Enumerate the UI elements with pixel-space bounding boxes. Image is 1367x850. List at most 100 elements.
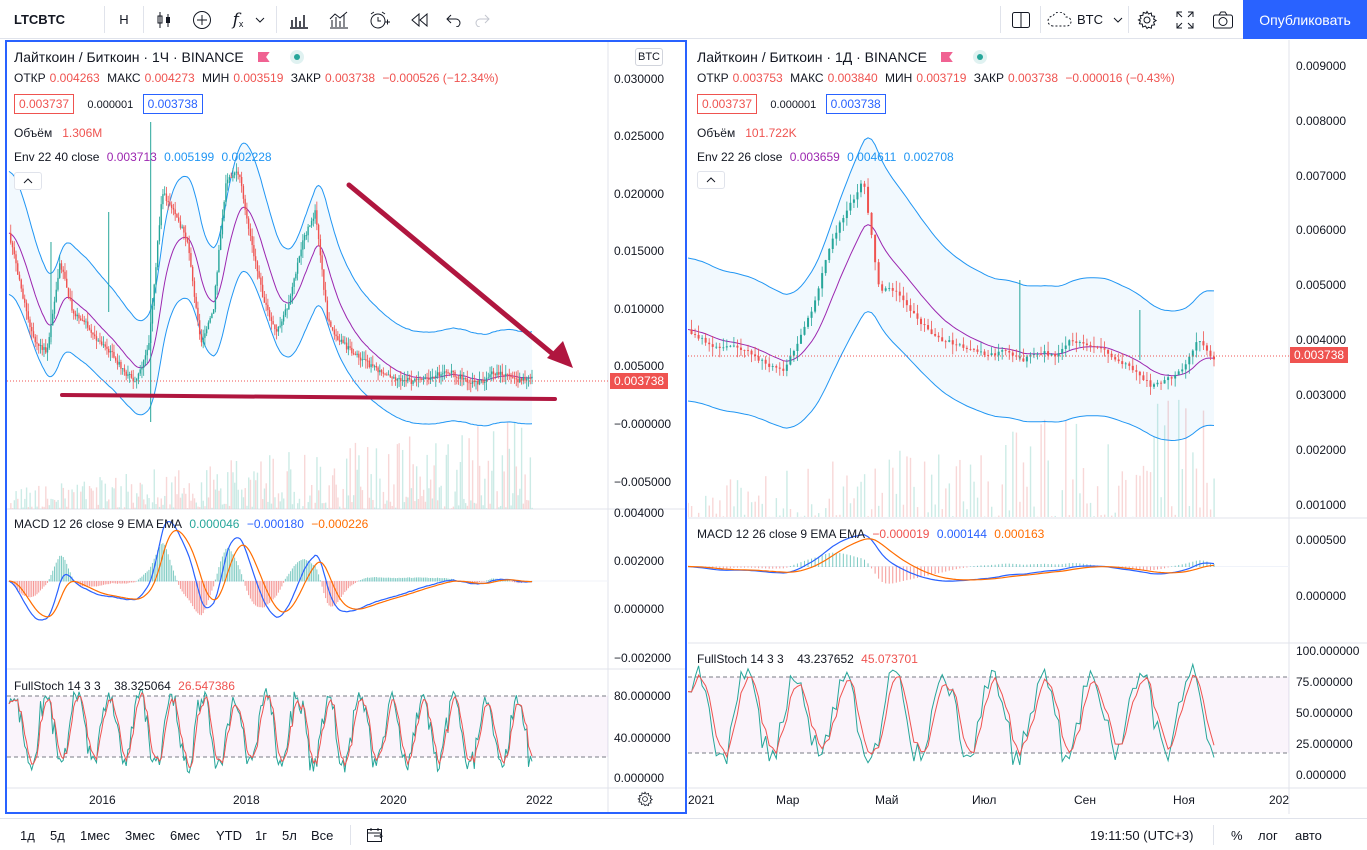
macd-histogram-bar [256, 581, 258, 607]
volume-bar [1033, 506, 1035, 517]
replay-icon[interactable] [402, 0, 436, 39]
macd-histogram-bar [384, 577, 386, 582]
collapse-legend-button[interactable] [697, 171, 725, 189]
macd-histogram-bar [24, 581, 26, 596]
range-1d[interactable]: 1д [20, 827, 35, 843]
volume-bar [750, 502, 753, 517]
buy-button[interactable]: 0.003738 [142, 94, 203, 114]
symbol-search-button[interactable]: LTCBTC [14, 12, 66, 27]
candle-body [494, 373, 496, 376]
macd-histogram-bar [832, 552, 834, 567]
save-layout-button[interactable]: BTC [1044, 0, 1126, 39]
range-all[interactable]: Все [311, 827, 334, 843]
volume-bar [1100, 515, 1102, 517]
stoch-k-line [8, 688, 533, 774]
templates-icon[interactable] [322, 0, 356, 39]
macd-histogram-bar [221, 556, 223, 582]
candle-body [340, 339, 343, 342]
candle-body [778, 367, 781, 369]
scale-settings-gear-icon[interactable] [637, 791, 654, 812]
volume-bar [291, 504, 294, 509]
candle-body [708, 342, 711, 345]
volume-bar [1061, 490, 1064, 517]
macd-histogram-bar [410, 577, 412, 582]
undo-icon[interactable] [440, 0, 468, 39]
macd-histogram-bar [515, 581, 517, 583]
sell-button[interactable]: 0.003737 [14, 94, 75, 114]
clock[interactable]: 19:11:50 (UTC+3) [1090, 827, 1194, 843]
interval-button[interactable]: H [119, 12, 129, 27]
candle-body [326, 300, 329, 319]
volume-bar [81, 486, 84, 509]
layout-icon[interactable] [1006, 0, 1036, 39]
left-chart-canvas[interactable] [7, 42, 685, 812]
chart-pane-left[interactable]: Лайткоин / Биткоин · 1Ч · BINANCE ОТКР 0.… [5, 40, 687, 814]
macd-histogram-bar [743, 566, 745, 568]
candle-body [435, 375, 437, 379]
settings-gear-icon[interactable] [1132, 0, 1162, 39]
right-price-tick: 0.004000 [1296, 333, 1347, 347]
redo-icon[interactable] [468, 0, 496, 39]
fullscreen-icon[interactable] [1170, 0, 1200, 39]
macd-histogram-bar [171, 565, 173, 582]
macd-histogram-bar [1044, 563, 1046, 567]
range-1y[interactable]: 1г [255, 827, 267, 843]
volume-bar [10, 503, 12, 509]
macd-histogram-bar [347, 581, 349, 589]
candle-body [400, 378, 402, 382]
macd-histogram-bar [1132, 566, 1134, 570]
candle-body [1213, 356, 1215, 360]
macd-histogram-bar [183, 581, 185, 595]
right-chart-canvas[interactable] [688, 40, 1367, 814]
volume-bar [1096, 486, 1099, 517]
camera-icon[interactable] [1208, 0, 1238, 39]
sell-button[interactable]: 0.003737 [697, 94, 758, 114]
volume-bar [272, 458, 274, 509]
macd-histogram-bar [333, 581, 335, 606]
range-ytd[interactable]: YTD [216, 827, 242, 843]
chart-pane-right[interactable]: Лайткоин / Биткоин · 1Д · BINANCE ОТКР 0.… [688, 40, 1367, 814]
financials-icon[interactable] [282, 0, 316, 39]
volume-bar [344, 507, 346, 509]
log-scale-toggle[interactable]: лог [1258, 827, 1278, 843]
candle-body [125, 371, 127, 376]
range-5y[interactable]: 5л [282, 827, 297, 843]
range-3m[interactable]: 3мес [125, 827, 155, 843]
macd-histogram-bar [1181, 564, 1183, 567]
goto-date-icon[interactable] [366, 819, 384, 850]
range-1m[interactable]: 1мес [80, 827, 110, 843]
candle-body [690, 329, 693, 335]
volume-bar [729, 479, 732, 517]
flag-icon[interactable] [940, 52, 953, 62]
macd-histogram-bar [181, 581, 183, 592]
candle-body [1156, 382, 1159, 385]
macd-histogram-bar [277, 581, 279, 593]
macd-histogram-bar [856, 557, 858, 567]
range-6m[interactable]: 6мес [170, 827, 200, 843]
buy-button[interactable]: 0.003738 [825, 94, 886, 114]
candle-body [228, 177, 231, 180]
candles-icon[interactable] [148, 0, 180, 39]
range-5d[interactable]: 5д [50, 827, 65, 843]
volume-bar [267, 501, 269, 509]
macd-histogram-bar [346, 581, 348, 591]
auto-scale-toggle[interactable]: авто [1295, 827, 1322, 843]
compare-add-icon[interactable] [186, 0, 218, 39]
macd-histogram-bar [421, 577, 423, 582]
volume-bar [452, 506, 455, 509]
currency-selector[interactable]: BTC [635, 48, 663, 66]
candle-body [141, 367, 143, 370]
publish-button[interactable]: Опубликовать [1243, 0, 1367, 39]
alert-icon[interactable] [362, 0, 396, 39]
candle-body [148, 343, 150, 350]
collapse-legend-button[interactable] [14, 172, 42, 190]
candle-body [431, 376, 433, 378]
candle-body [517, 378, 519, 383]
spread-value: 0.000001 [770, 99, 817, 111]
percent-scale-toggle[interactable]: % [1231, 827, 1243, 843]
volume-bar [1178, 399, 1180, 517]
macd-histogram-bar [747, 566, 749, 568]
macd-histogram-bar [1022, 564, 1024, 567]
flag-icon[interactable] [257, 52, 270, 62]
